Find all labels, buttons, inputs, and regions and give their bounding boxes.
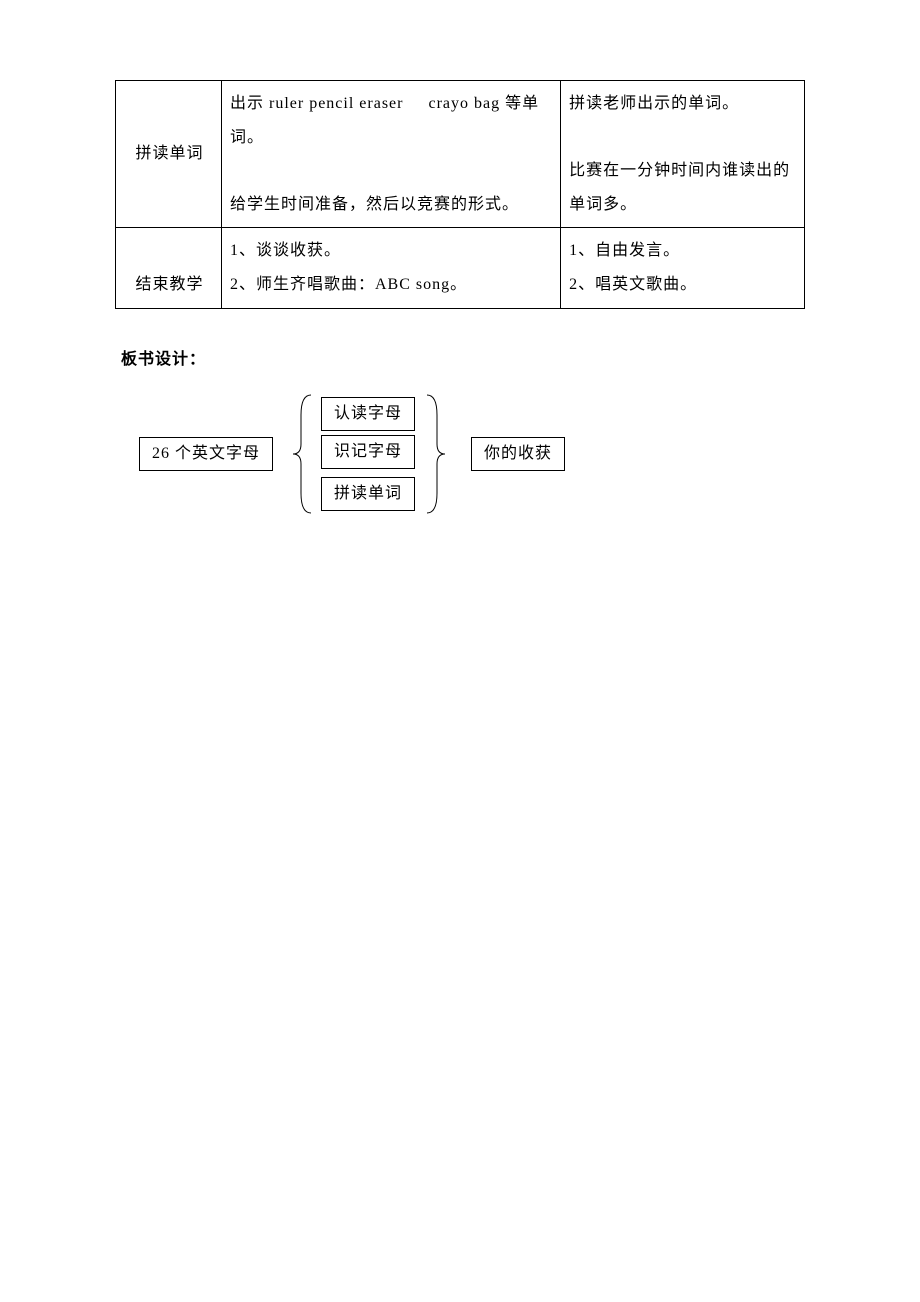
- lesson-table: 拼读单词 出示 ruler pencil eraser crayo bag 等单…: [115, 80, 805, 309]
- student-cell: 拼读老师出示的单词。 比赛在一分钟时间内谁读出的单词多。: [561, 81, 805, 228]
- brace-right-icon: [421, 393, 447, 515]
- diagram-node-mid: 识记字母: [321, 435, 415, 469]
- teacher-cell: 1、谈谈收获。 2、师生齐唱歌曲：ABC song。: [221, 228, 560, 308]
- diagram-node-result: 你的收获: [471, 437, 565, 471]
- board-design-diagram: 26 个英文字母 认读字母 识记字母 拼读单词 你的收获: [121, 383, 805, 543]
- student-cell: 1、自由发言。 2、唱英文歌曲。: [561, 228, 805, 308]
- table-row: 拼读单词 出示 ruler pencil eraser crayo bag 等单…: [116, 81, 805, 228]
- brace-left-icon: [291, 393, 317, 515]
- row-label: 拼读单词: [116, 81, 222, 228]
- diagram-node-mid: 拼读单词: [321, 477, 415, 511]
- diagram-node-mid: 认读字母: [321, 397, 415, 431]
- row-label: 结束教学: [116, 228, 222, 308]
- table-row: 结束教学 1、谈谈收获。 2、师生齐唱歌曲：ABC song。 1、自由发言。 …: [116, 228, 805, 308]
- diagram-node-root: 26 个英文字母: [139, 437, 273, 471]
- teacher-cell: 出示 ruler pencil eraser crayo bag 等单词。 给学…: [221, 81, 560, 228]
- board-design-title: 板书设计：: [121, 345, 805, 369]
- page: 拼读单词 出示 ruler pencil eraser crayo bag 等单…: [0, 0, 920, 1302]
